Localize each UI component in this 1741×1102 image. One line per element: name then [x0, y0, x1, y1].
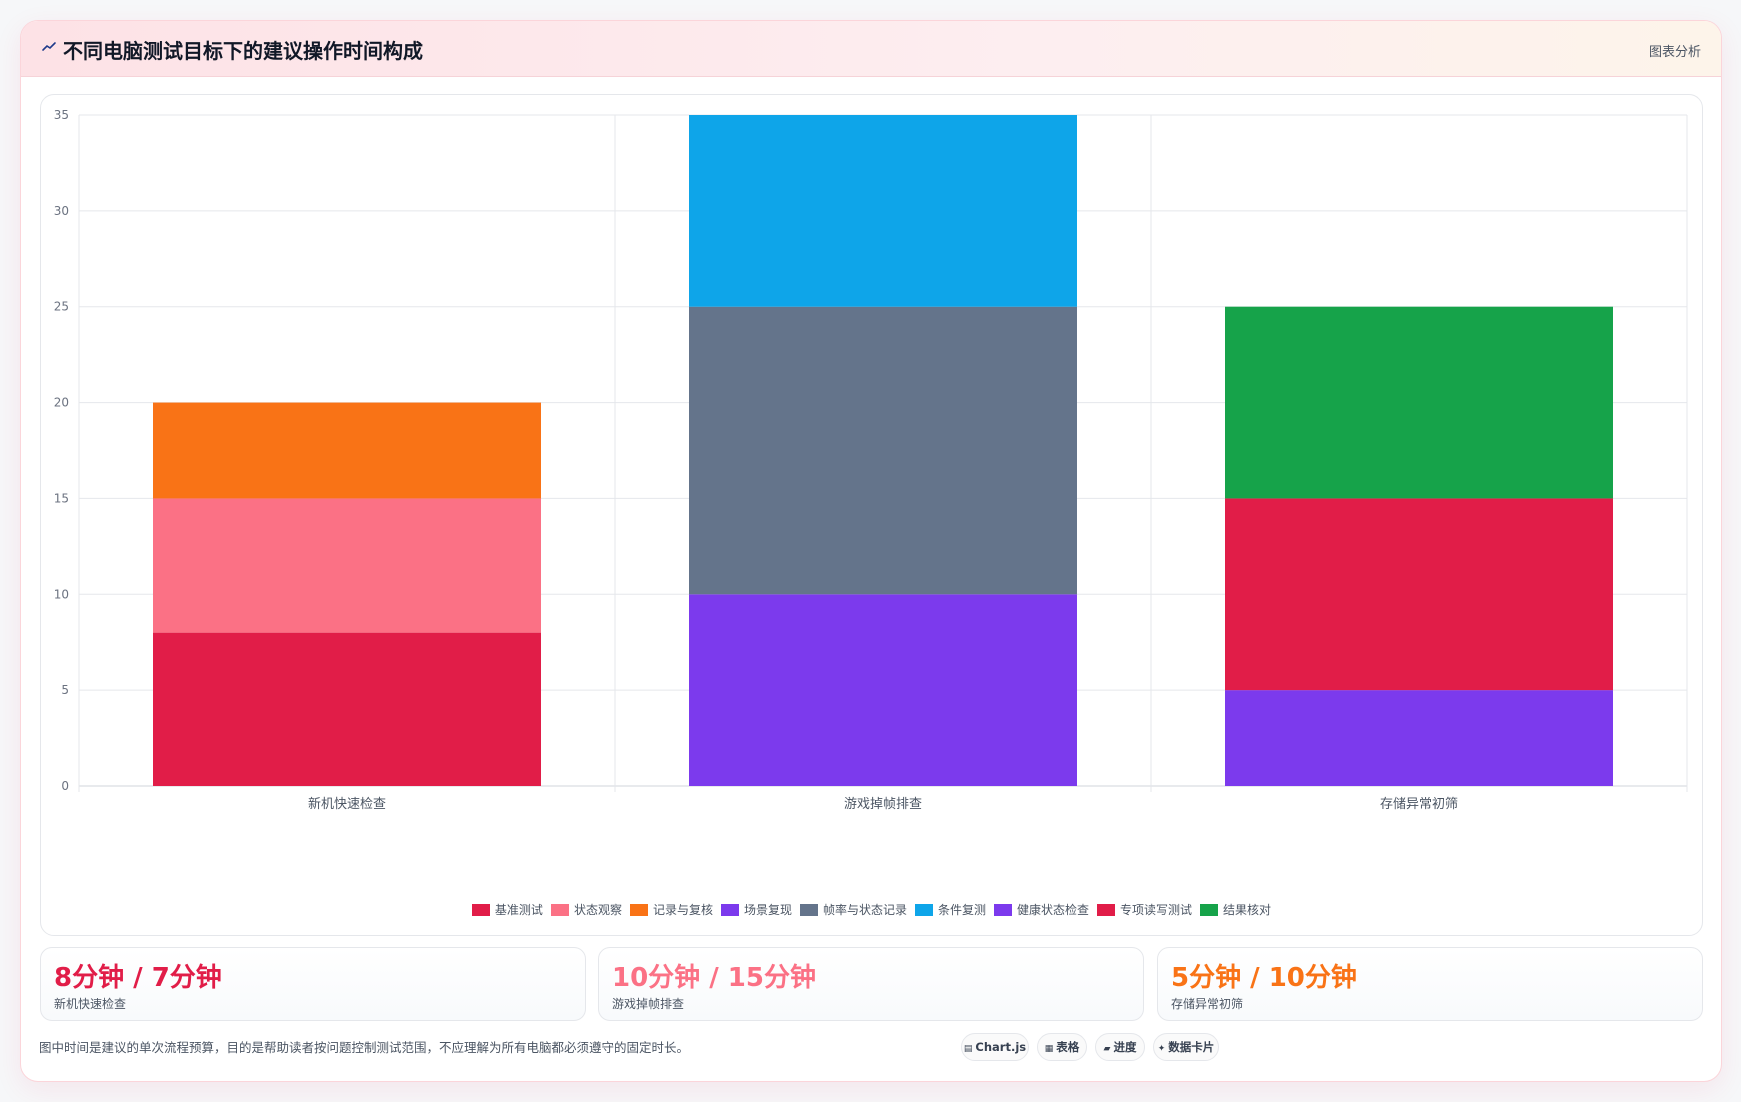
legend-item[interactable]: 场景复现: [720, 901, 792, 918]
x-tick-label: 存储异常初筛: [1380, 797, 1458, 812]
chip-table[interactable]: ▦ 表格: [1037, 1033, 1087, 1061]
card-header: 不同电脑测试目标下的建议操作时间构成 图表分析: [21, 21, 1721, 77]
chart-legend: 基准测试 状态观察 记录与复核 场景复现 帧率与状态记录 条件复测 健康状态检查 专项读写测试…: [41, 901, 1702, 919]
legend-item[interactable]: 记录与复核: [629, 901, 713, 918]
trend-line-icon: [42, 42, 56, 51]
legend-item[interactable]: 状态观察: [550, 901, 622, 918]
stacked-bar-chart: 0 5 10 15 20 25 30 35 新机快速检查 游戏掉帧排查 存储异常初筛: [54, 108, 1688, 812]
legend-label: 结果核对: [1223, 903, 1272, 917]
bar-segment: [153, 632, 541, 786]
chip-chartjs[interactable]: ▤ Chart.js: [961, 1033, 1029, 1061]
legend-swatch: [915, 903, 933, 916]
legend-label: 记录与复核: [652, 903, 713, 917]
chart-card: 不同电脑测试目标下的建议操作时间构成 图表分析 0 5 10 15 20 25 30 35 新机…: [20, 20, 1722, 1082]
stat-value: 10分钟 / 15分钟: [612, 963, 816, 993]
bar-segment: [689, 306, 1077, 595]
chart-analysis-button[interactable]: 图表分析: [1648, 45, 1701, 60]
progress-icon: ▰: [1103, 1044, 1111, 1054]
stat-card-new-machine: 8分钟 / 7分钟 新机快速检查: [40, 947, 586, 1021]
legend-item[interactable]: 结果核对: [1200, 901, 1271, 918]
legend-item[interactable]: 专项读写测试: [1097, 901, 1192, 918]
bar-segment: [689, 115, 1077, 307]
table-icon: ▦: [1044, 1044, 1054, 1054]
stat-cards: 8分钟 / 7分钟 新机快速检查 10分钟 / 15分钟 游戏掉帧排查 5分钟 …: [40, 947, 1703, 1021]
legend-swatch: [720, 903, 739, 916]
x-tick-label: 游戏掉帧排查: [844, 797, 922, 812]
chip-label: 数据卡片: [1168, 1040, 1215, 1054]
y-tick-label: 10: [54, 587, 69, 601]
legend-swatch: [471, 903, 490, 916]
y-tick-label: 15: [54, 491, 69, 505]
sparkle-icon: ✦: [1157, 1044, 1166, 1054]
legend-label: 专项读写测试: [1120, 903, 1193, 917]
footnote: 图中时间是建议的单次流程预算，目的是帮助读者按问题控制测试范围，不应理解为所有电…: [39, 1040, 690, 1055]
stat-label: 游戏掉帧排查: [612, 997, 685, 1011]
legend-label: 帧率与状态记录: [822, 903, 907, 917]
legend-label: 状态观察: [573, 903, 622, 917]
chip-label: 表格: [1056, 1040, 1080, 1054]
legend-swatch: [799, 903, 818, 916]
stat-value: 8分钟 / 7分钟: [54, 963, 222, 993]
chip-progress[interactable]: ▰ 进度: [1095, 1033, 1145, 1061]
legend-label: 基准测试: [494, 903, 543, 917]
legend-swatch: [1200, 903, 1219, 916]
y-tick-label: 20: [54, 396, 69, 410]
legend-swatch: [994, 903, 1013, 916]
bar-segment: [1225, 306, 1613, 499]
legend-item[interactable]: 帧率与状态记录: [799, 901, 907, 918]
stat-card-storage: 5分钟 / 10分钟 存储异常初筛: [1157, 947, 1703, 1021]
stat-card-game-fps: 10分钟 / 15分钟 游戏掉帧排查: [598, 947, 1144, 1021]
page-title: 不同电脑测试目标下的建议操作时间构成: [63, 39, 423, 63]
legend-label: 场景复现: [743, 903, 792, 917]
chart-icon: ▤: [963, 1044, 973, 1054]
stat-value: 5分钟 / 10分钟: [1171, 963, 1357, 993]
y-tick-label: 30: [54, 204, 69, 218]
bar-segment: [153, 498, 541, 633]
y-tick-label: 25: [54, 300, 69, 314]
chart-container: 0 5 10 15 20 25 30 35 新机快速检查 游戏掉帧排查 存储异常初筛 基准测试 状态观…: [40, 94, 1703, 936]
legend-swatch: [1097, 903, 1116, 916]
chip-label: Chart.js: [975, 1040, 1027, 1054]
bar-segment: [1225, 690, 1613, 786]
y-tick-label: 5: [61, 683, 69, 697]
y-tick-label: 35: [54, 108, 69, 122]
bar-segment: [1225, 498, 1613, 691]
bar-segment: [153, 402, 541, 499]
chip-label: 进度: [1113, 1040, 1137, 1054]
stat-label: 新机快速检查: [54, 997, 127, 1011]
legend-item[interactable]: 基准测试: [471, 901, 543, 918]
legend-label: 条件复测: [938, 903, 987, 917]
legend-label: 健康状态检查: [1017, 903, 1090, 917]
legend-swatch: [550, 903, 569, 916]
bar-segment: [689, 594, 1077, 786]
y-tick-label: 0: [61, 779, 69, 793]
legend-item[interactable]: 条件复测: [915, 901, 986, 918]
chip-data-card[interactable]: ✦ 数据卡片: [1153, 1033, 1219, 1061]
stat-label: 存储异常初筛: [1171, 997, 1244, 1011]
legend-item[interactable]: 健康状态检查: [994, 901, 1089, 918]
legend-swatch: [629, 903, 648, 916]
x-tick-label: 新机快速检查: [308, 796, 386, 812]
